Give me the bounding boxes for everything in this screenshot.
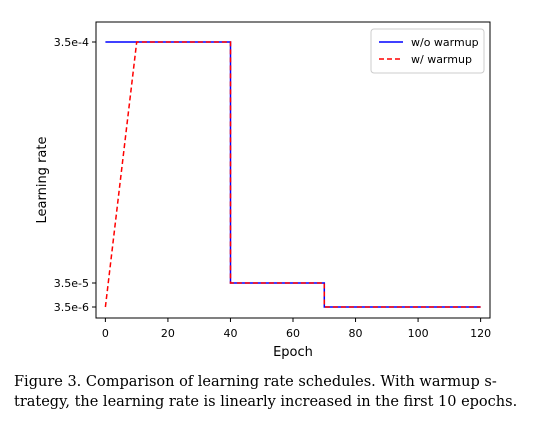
x-tick-label: 80	[349, 327, 363, 340]
y-tick-label: 3.5e-6	[54, 301, 89, 314]
x-tick-label: 40	[223, 327, 237, 340]
caption-line-1: Figure 3. Comparison of learning rate sc…	[14, 374, 497, 390]
y-tick-label: 3.5e-5	[54, 277, 89, 290]
x-tick-label: 100	[408, 327, 429, 340]
y-axis-label: Learning rate	[35, 137, 50, 224]
legend-box	[370, 28, 485, 74]
caption-line-2: trategy, the learning rate is linearly i…	[14, 394, 518, 410]
x-axis-label: Epoch	[273, 345, 313, 360]
x-tick-label: 0	[102, 327, 109, 340]
y-tick-label: 3.5e-4	[54, 36, 89, 49]
legend-label: w/ warmup	[411, 53, 472, 66]
legend-label: w/o warmup	[411, 36, 479, 49]
x-tick-label: 20	[161, 327, 175, 340]
x-tick-label: 60	[286, 327, 300, 340]
figure-caption: Figure 3. Comparison of learning rate sc…	[14, 372, 544, 412]
series-line-with-warmup	[104, 41, 481, 308]
series-layer	[104, 41, 481, 308]
ticks-layer: 0 20 40 60 80 100 120 3.5e-4 3.5e-5 3.5e-6	[54, 36, 491, 340]
legend: w/o warmup w/ warmup	[370, 28, 485, 74]
x-tick-label: 120	[470, 327, 491, 340]
series-line-without-warmup	[105, 41, 481, 308]
